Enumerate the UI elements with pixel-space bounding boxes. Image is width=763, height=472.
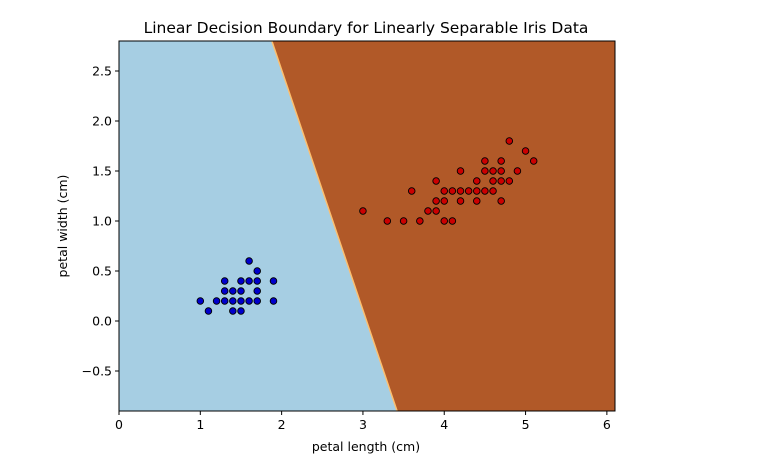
data-point-series-0 (253, 297, 261, 305)
data-point-series-1 (505, 137, 514, 145)
data-point-series-0 (220, 277, 229, 285)
data-point-series-0 (245, 257, 253, 265)
data-point-series-1 (456, 187, 465, 195)
y-tick-label: −0.5 (82, 364, 112, 379)
data-point-series-1 (505, 177, 514, 185)
data-point-series-1 (521, 147, 530, 155)
data-point-series-0 (237, 307, 245, 315)
chart-title: Linear Decision Boundary for Linearly Se… (144, 19, 589, 37)
data-point-series-1 (383, 217, 392, 225)
data-point-series-1 (481, 167, 489, 175)
data-point-series-1 (448, 187, 457, 195)
x-tick-label: 4 (440, 417, 448, 432)
data-point-series-1 (456, 197, 465, 205)
y-tick-label: 1.5 (92, 164, 112, 179)
data-point-series-1 (497, 197, 505, 205)
y-tick-label: 0.0 (92, 314, 112, 329)
data-point-series-0 (253, 277, 261, 285)
data-point-series-1 (432, 207, 440, 215)
data-point-series-1 (440, 217, 448, 225)
x-tick-label: 6 (603, 417, 611, 432)
data-point-series-0 (245, 297, 253, 305)
data-point-series-1 (489, 187, 497, 195)
y-tick-label: 2.5 (92, 64, 112, 79)
data-point-series-0 (204, 307, 213, 315)
y-tick-label: 2.0 (92, 114, 112, 129)
data-point-series-1 (473, 187, 481, 195)
x-tick-label: 1 (196, 417, 204, 432)
data-point-series-0 (196, 297, 205, 305)
data-point-series-1 (481, 157, 489, 165)
data-point-series-1 (440, 187, 448, 195)
data-point-series-1 (407, 187, 416, 195)
data-point-series-1 (440, 197, 448, 205)
y-tick-label: 0.5 (92, 264, 112, 279)
x-tick-label: 5 (522, 417, 530, 432)
x-tick-label: 0 (115, 417, 123, 432)
data-point-series-1 (529, 157, 538, 165)
data-point-series-1 (497, 177, 505, 185)
y-axis-label: petal width (cm) (55, 175, 70, 278)
data-point-series-1 (399, 217, 408, 225)
data-point-series-1 (424, 207, 432, 215)
decision-boundary-line (271, 40, 398, 412)
data-point-series-1 (456, 167, 465, 175)
data-point-series-1 (432, 177, 440, 185)
data-point-series-0 (253, 267, 261, 275)
data-point-series-1 (473, 177, 481, 185)
data-point-series-1 (513, 167, 522, 175)
data-point-series-0 (237, 287, 245, 295)
axes-frame (118, 40, 616, 412)
data-point-series-1 (416, 217, 424, 225)
x-axis-label: petal length (cm) (312, 439, 420, 454)
data-point-series-1 (489, 167, 497, 175)
data-point-series-0 (212, 297, 221, 305)
data-point-series-1 (497, 157, 505, 165)
data-point-series-0 (237, 297, 245, 305)
data-point-series-1 (359, 207, 367, 215)
data-point-series-0 (220, 287, 229, 295)
data-point-series-1 (448, 217, 457, 225)
data-point-series-1 (464, 187, 473, 195)
data-point-series-0 (253, 287, 261, 295)
plot-area: 0 1 2 3 4 5 6 −0.5 0.0 0.5 1.0 1.5 2.0 2.5 (82, 40, 616, 432)
data-point-series-0 (229, 297, 237, 305)
data-point-series-1 (432, 197, 440, 205)
data-point-series-0 (245, 277, 253, 285)
data-point-series-1 (497, 167, 505, 175)
x-tick-label: 3 (359, 417, 367, 432)
data-point-series-0 (269, 297, 278, 305)
y-tick-label: 1.0 (92, 214, 112, 229)
data-point-series-0 (237, 277, 245, 285)
data-point-series-0 (229, 287, 237, 295)
class-region-right (271, 41, 615, 411)
data-point-series-1 (473, 197, 481, 205)
data-point-series-1 (481, 187, 489, 195)
data-point-series-1 (489, 177, 497, 185)
data-point-series-0 (220, 297, 229, 305)
x-tick-label: 2 (278, 417, 286, 432)
data-point-series-0 (269, 277, 278, 285)
data-point-series-0 (229, 307, 237, 315)
